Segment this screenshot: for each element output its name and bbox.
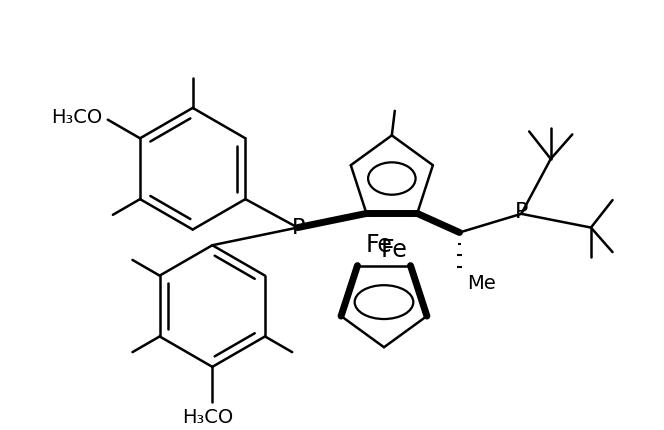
Text: Fe: Fe [380,238,407,262]
Text: Fe: Fe [366,233,392,257]
Text: H₃CO: H₃CO [182,408,233,427]
Text: Me: Me [467,273,496,293]
Text: P: P [292,218,305,237]
Text: P: P [515,202,528,222]
Text: H₃CO: H₃CO [52,108,103,127]
